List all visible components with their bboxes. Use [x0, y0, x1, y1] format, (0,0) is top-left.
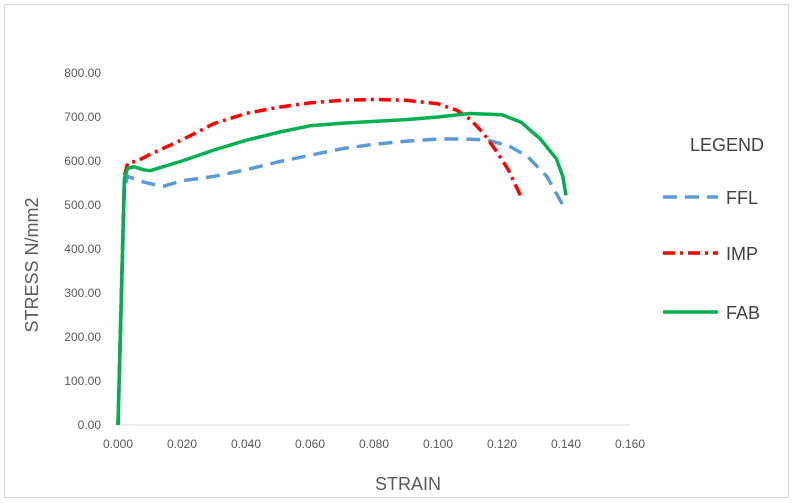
- y-tick-label: 200.00: [64, 330, 101, 344]
- legend-label-fab: FAB: [726, 303, 760, 323]
- x-tick-label: 0.160: [615, 437, 645, 451]
- x-tick-label: 0.020: [167, 437, 197, 451]
- x-tick-label: 0.080: [359, 437, 389, 451]
- y-tick-label: 100.00: [64, 374, 101, 388]
- legend-title: LEGEND: [690, 135, 764, 155]
- x-tick-label: 0.100: [423, 437, 453, 451]
- y-tick-label: 500.00: [64, 198, 101, 212]
- x-tick-label: 0.120: [487, 437, 517, 451]
- x-tick-label: 0.140: [551, 437, 581, 451]
- series-lines: [116, 97, 568, 426]
- series-line-imp: [116, 97, 523, 426]
- legend-label-ffl: FFL: [726, 188, 758, 208]
- y-tick-label: 700.00: [64, 110, 101, 124]
- legend-label-imp: IMP: [726, 244, 758, 264]
- series-line-ffl: [116, 137, 568, 426]
- chart-frame: [4, 4, 789, 498]
- legend: FFL IMP FAB: [663, 188, 760, 323]
- y-tick-labels: 0.00 100.00 200.00 300.00 400.00 500.00 600.00…: [64, 66, 101, 432]
- y-axis-title: STRESS N/mm2: [22, 197, 42, 332]
- y-tick-label: 600.00: [64, 154, 101, 168]
- x-axis-title: STRAIN: [375, 474, 441, 494]
- y-tick-label: 400.00: [64, 242, 101, 256]
- series-line-fab: [116, 111, 568, 426]
- y-tick-label: 800.00: [64, 66, 101, 80]
- x-tick-label: 0.000: [103, 437, 133, 451]
- x-tick-labels: 0.000 0.020 0.040 0.060 0.080 0.100 0.120 0.140…: [103, 437, 645, 451]
- y-tick-label: 300.00: [64, 286, 101, 300]
- x-tick-label: 0.060: [295, 437, 325, 451]
- x-tick-label: 0.040: [231, 437, 261, 451]
- y-tick-label: 0.00: [78, 418, 102, 432]
